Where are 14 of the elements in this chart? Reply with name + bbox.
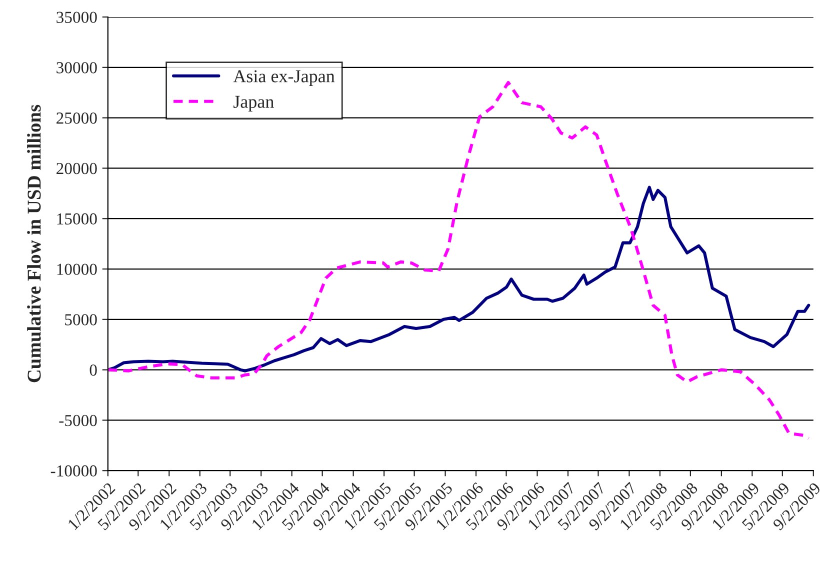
y-axis-title: Cumulative Flow in USD millions <box>27 104 41 382</box>
y-tick-label: 0 <box>90 364 97 376</box>
y-tick-label: 35000 <box>56 12 97 23</box>
y-tick-label: 20000 <box>56 162 97 174</box>
y-tick-label: -10000 <box>50 465 97 477</box>
y-tick-label: 10000 <box>57 264 97 275</box>
y-tick-label: 30000 <box>56 62 97 74</box>
y-tick-label: 5000 <box>65 314 97 326</box>
y-tick-label: -5000 <box>59 414 97 426</box>
y-tick-label: 15000 <box>57 213 97 225</box>
legend-label: Japan <box>233 96 274 112</box>
line-series <box>108 186 810 372</box>
legend-label: Asia ex-Japan <box>233 70 335 86</box>
y-tick-label: 25000 <box>56 112 97 124</box>
